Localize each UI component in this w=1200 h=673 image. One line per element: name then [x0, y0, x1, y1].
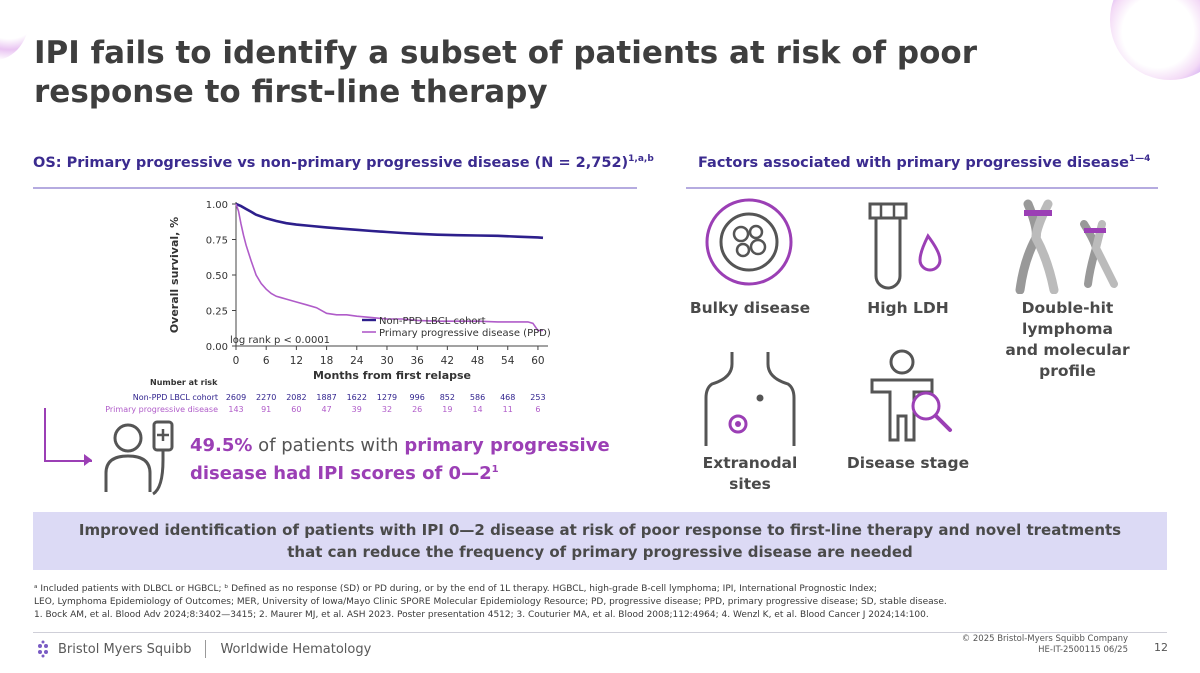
callout-bracket — [44, 408, 92, 462]
footnote-line-2: LEO, Lymphoma Epidemiology of Outcomes; … — [34, 597, 947, 607]
left-heading-rule — [33, 187, 637, 189]
callout-text1: of patients with — [252, 435, 405, 456]
y-tick-label: 0.25 — [206, 307, 228, 318]
risk-cell: 26 — [412, 405, 423, 414]
y-tick-label: 1.00 — [206, 200, 228, 211]
factor-double-hit-label: Double-hit lymphoma and molecular profile — [975, 298, 1160, 382]
factor-dh-line1: Double-hit lymphoma — [1021, 299, 1114, 338]
risk-cell: 2270 — [256, 393, 277, 402]
page-number: 12 — [1154, 641, 1168, 654]
right-heading-rule — [686, 187, 1158, 189]
footnote-line-3: 1. Bock AM, et al. Blood Adv 2024;8:3402… — [34, 610, 929, 620]
x-tick-label: 18 — [320, 355, 333, 367]
right-heading-text: Factors associated with primary progress… — [698, 154, 1129, 171]
callout-hl1: primary progressive — [404, 435, 610, 456]
page-title: IPI fails to identify a subset of patien… — [34, 35, 977, 110]
risk-cell: 11 — [502, 405, 513, 414]
callout-text: 49.5% of patients with primary progressi… — [190, 434, 610, 486]
company-name: Bristol Myers Squibb — [58, 641, 192, 657]
risk-cell: 996 — [409, 393, 425, 402]
series-line-0 — [235, 202, 544, 240]
risk-cell: 32 — [381, 405, 393, 414]
risk-cell: 91 — [261, 405, 272, 414]
x-tick-label: 48 — [471, 355, 484, 367]
risk-cell: 143 — [228, 405, 244, 414]
x-tick-label: 12 — [290, 355, 303, 367]
decorative-corner-right — [1110, 0, 1200, 80]
footer-divider — [205, 640, 207, 658]
x-tick-label: 0 — [233, 355, 240, 367]
callout-arrow — [84, 454, 92, 466]
risk-cell: 253 — [530, 393, 546, 402]
y-tick-label: 0.75 — [206, 236, 228, 247]
x-tick-label: 6 — [263, 355, 270, 367]
callout-sup: 1 — [491, 464, 499, 475]
risk-row-label: Primary progressive disease — [105, 405, 218, 414]
document-code: HE-IT-2500115 06/25 — [1038, 645, 1128, 655]
bms-logo-icon — [38, 640, 48, 658]
y-axis-title: Overall survival, % — [168, 217, 181, 333]
risk-cell: 468 — [500, 393, 516, 402]
series-line-1 — [235, 203, 543, 332]
risk-cell: 2082 — [286, 393, 307, 402]
legend-label-1: Primary progressive disease (PPD) — [379, 328, 551, 339]
risk-cell: 1622 — [346, 393, 367, 402]
factor-extranodal-label: Extranodal sites — [680, 453, 820, 495]
callout-hl2: disease had IPI scores of 0—2 — [190, 463, 492, 484]
left-heading-sup: 1,a,b — [628, 154, 654, 164]
risk-cell: 39 — [351, 405, 362, 414]
chromosome-icon — [1015, 199, 1118, 294]
decorative-corner-left — [0, 0, 30, 60]
conclusion-banner: Improved identification of patients with… — [33, 512, 1167, 570]
x-tick-label: 42 — [441, 355, 454, 367]
risk-cell: 6 — [535, 405, 541, 414]
x-tick-label: 54 — [501, 355, 515, 367]
legend-label-0: Non-PPD LBCL cohort — [379, 316, 486, 327]
disease-stage-icon — [870, 349, 952, 442]
bulky-disease-icon — [705, 198, 793, 286]
risk-cell: 60 — [291, 405, 302, 414]
risk-cell: 1887 — [316, 393, 337, 402]
footer-rule — [33, 632, 1167, 633]
right-section-heading: Factors associated with primary progress… — [698, 154, 1150, 171]
factor-extra-line1: Extranodal — [702, 454, 798, 472]
km-survival-chart: 0.00 0.25 0.50 0.75 1.00 0 6 12 18 24 30 36 42 48 54 60… — [168, 200, 551, 382]
division-name: Worldwide Hematology — [220, 641, 372, 657]
x-tick-label: 60 — [531, 355, 544, 367]
copyright: © 2025 Bristol-Myers Squibb Company HE-I… — [962, 634, 1128, 656]
factor-stage-label: Disease stage — [846, 454, 970, 472]
risk-row-label: Non-PPD LBCL cohort — [132, 393, 218, 402]
risk-cell: 14 — [472, 405, 483, 414]
x-tick-label: 36 — [410, 355, 424, 367]
risk-cell: 586 — [469, 393, 486, 402]
risk-cell: 19 — [442, 405, 453, 414]
risk-cell: 47 — [321, 405, 332, 414]
x-tick-label: 30 — [380, 355, 393, 367]
factor-ldh-label: High LDH — [867, 299, 949, 317]
y-tick-label: 0.00 — [206, 342, 228, 353]
copyright-text: © 2025 Bristol-Myers Squibb Company — [961, 634, 1128, 644]
y-tick-label: 0.50 — [206, 271, 228, 282]
left-heading-text: OS: Primary progressive vs non-primary p… — [33, 154, 629, 171]
left-section-heading: OS: Primary progressive vs non-primary p… — [33, 154, 654, 171]
patient-iv-icon — [104, 420, 174, 496]
log-rank-annotation: log rank p < 0.0001 — [230, 335, 330, 346]
factor-bulky-label: Bulky disease — [689, 299, 811, 317]
footnote-line-1: ᵃ Included patients with DLBCL or HGBCL;… — [34, 584, 877, 594]
risk-table-title: Number at risk — [150, 378, 218, 387]
risk-cell: 1279 — [376, 393, 398, 402]
callout-pct: 49.5% — [190, 435, 253, 456]
risk-cell: 2609 — [225, 393, 247, 402]
extranodal-sites-icon — [704, 352, 796, 446]
factor-dh-line2: and molecular profile — [1005, 341, 1130, 380]
factor-extra-line2: sites — [729, 475, 771, 493]
high-ldh-icon — [868, 202, 942, 290]
footer-logo: Bristol Myers Squibb Worldwide Hematolog… — [34, 640, 371, 658]
x-axis-title: Months from first relapse — [313, 369, 471, 382]
right-heading-sup: 1—4 — [1128, 154, 1151, 164]
x-tick-label: 24 — [350, 355, 364, 367]
risk-cell: 852 — [439, 393, 455, 402]
